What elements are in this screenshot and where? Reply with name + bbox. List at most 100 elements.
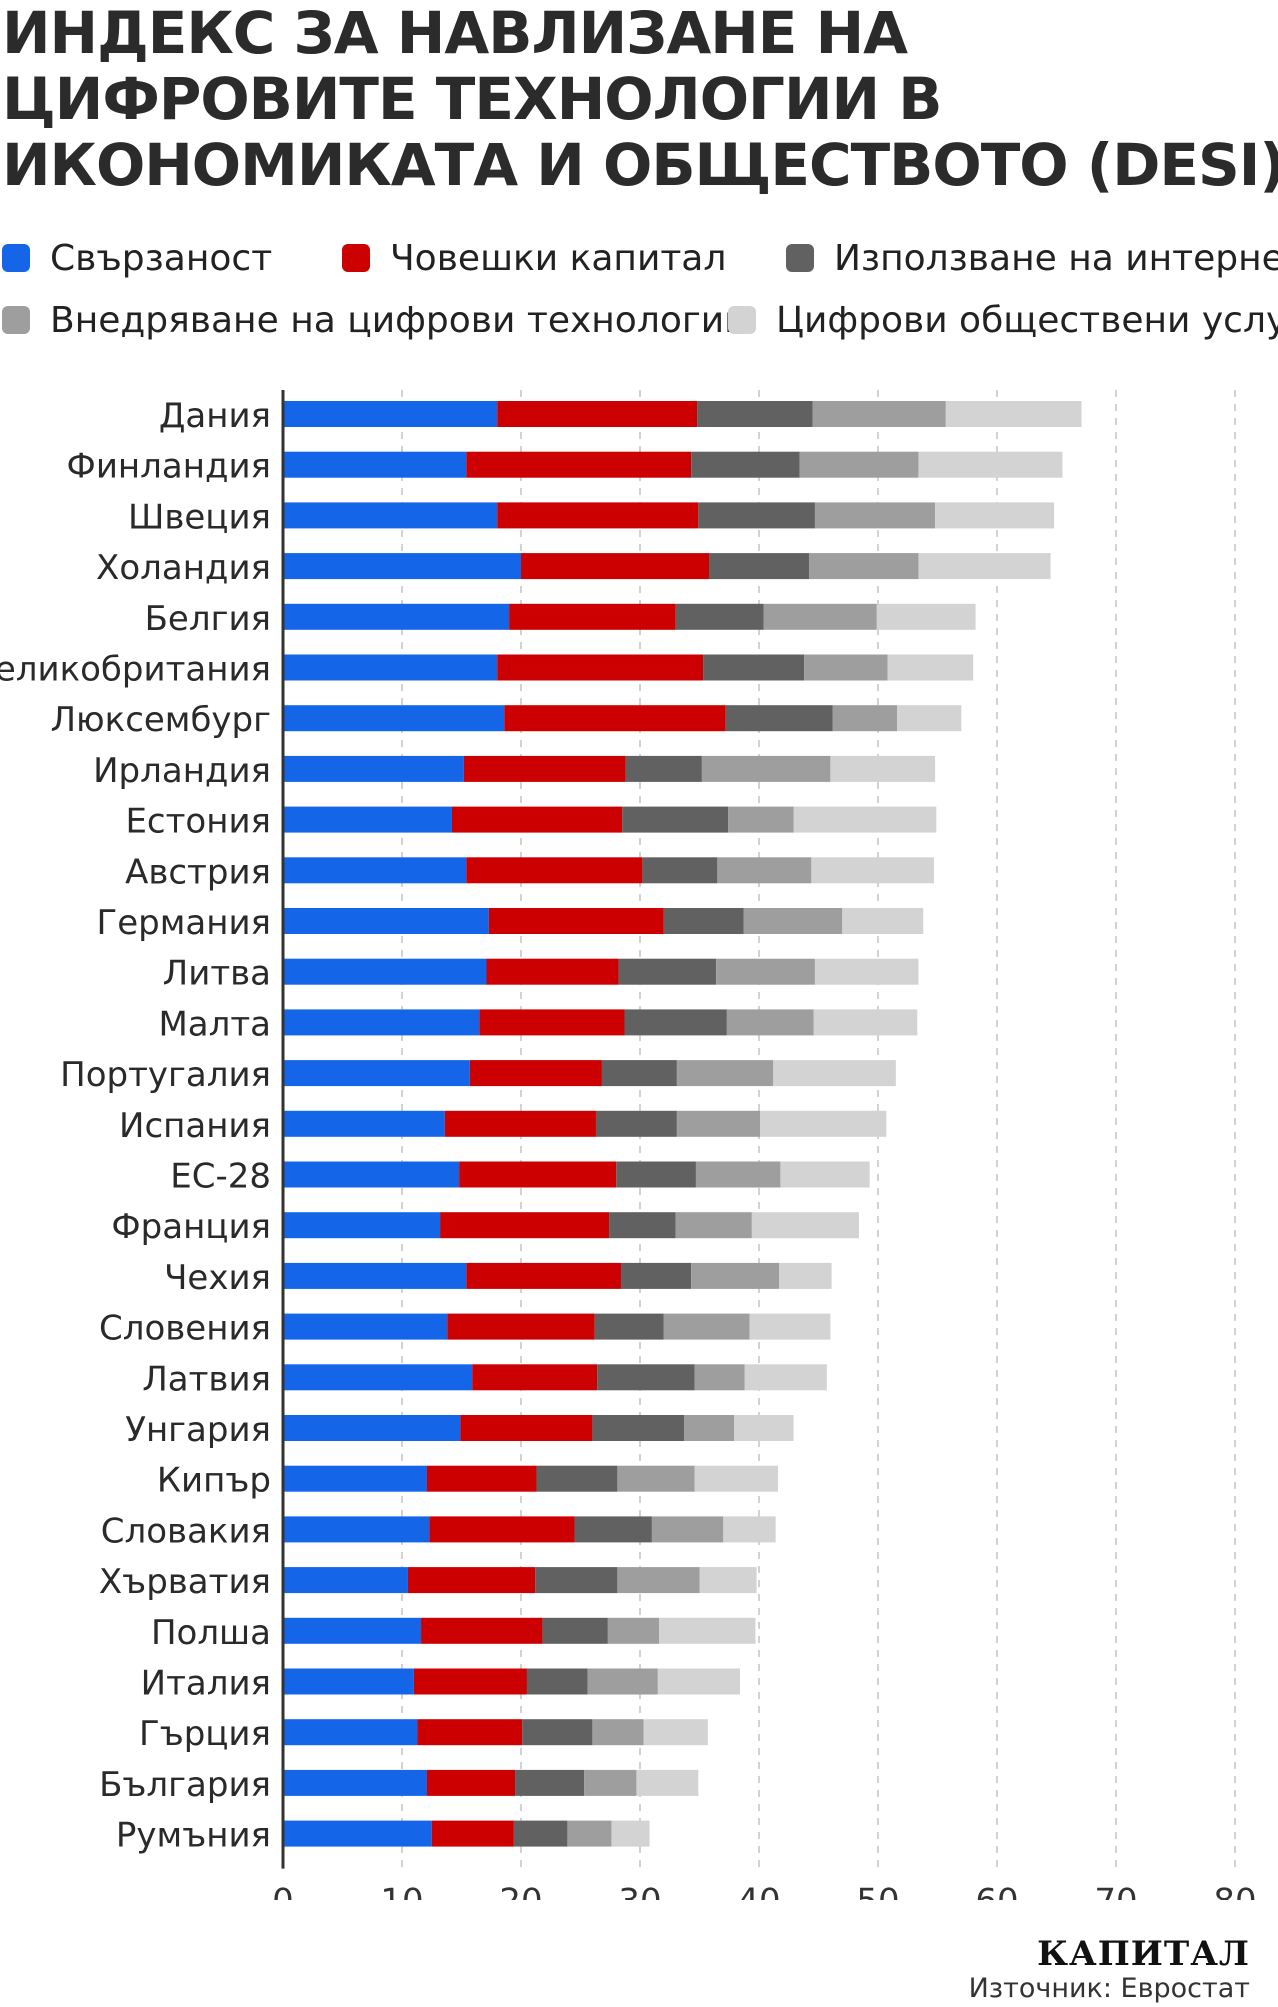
bar-segment — [283, 654, 498, 681]
bar-segment — [283, 1567, 408, 1594]
chart-title-line: ЦИФРОВИТЕ ТЕХНОЛОГИИ В — [2, 65, 942, 133]
category-label: България — [99, 1765, 271, 1805]
bar-segment — [611, 1820, 650, 1847]
bar-segment — [592, 1719, 644, 1746]
bar-segment — [723, 1516, 776, 1543]
bar-segment — [513, 1820, 568, 1847]
category-label: Финландия — [67, 447, 271, 487]
bar-segment — [813, 1009, 918, 1036]
bar-segment — [659, 1617, 756, 1644]
bar-segment — [709, 553, 809, 580]
bar-segment — [642, 857, 718, 884]
bar-segment — [283, 451, 467, 478]
bar-segment — [676, 1060, 774, 1087]
bar-segment — [694, 1364, 745, 1391]
bar-segment — [726, 1009, 814, 1036]
bar-segment — [832, 705, 898, 732]
category-label: Хърватия — [99, 1562, 271, 1602]
bar-segment — [407, 1567, 536, 1594]
bar-segment — [469, 1060, 602, 1087]
category-label: Люксембург — [50, 700, 271, 740]
bar-segment — [799, 451, 919, 478]
bar-segment — [426, 1769, 516, 1796]
bar-segment — [617, 1465, 695, 1492]
bar-segment — [697, 401, 813, 427]
bar-segment — [814, 502, 936, 529]
category-label: ЕС-28 — [170, 1157, 271, 1197]
x-tick-label: 60 — [975, 1882, 1018, 1900]
bar-segment — [431, 1820, 514, 1847]
bar-segment — [283, 1313, 448, 1340]
bar-segment — [509, 603, 676, 630]
bar-segment — [808, 553, 919, 580]
bar-segment — [521, 553, 710, 580]
bar-segment — [283, 502, 498, 529]
category-label: Литва — [163, 954, 271, 994]
bar-segment — [625, 755, 702, 782]
bar-segment — [734, 1415, 794, 1441]
bar-segment — [567, 1820, 612, 1847]
bar-segment — [663, 1313, 750, 1340]
category-label: Белгия — [145, 599, 271, 639]
bar-segment — [716, 958, 815, 985]
chart-legend: Свързаност Човешки капитал Използване на… — [0, 232, 1278, 352]
bar-segment — [812, 401, 946, 427]
legend-label: Внедряване на цифрови технологии — [50, 299, 748, 341]
legend-label: Цифрови обществени услуги — [776, 299, 1278, 341]
bar-segment — [780, 1161, 870, 1188]
desi-chart: Дания Финландия Швеция Холандия Белгия Велико… — [0, 390, 1257, 1900]
bar-segment — [426, 1465, 537, 1492]
bar-segment — [691, 1262, 780, 1289]
category-label: Португалия — [60, 1055, 271, 1095]
bar-segment — [542, 1617, 608, 1644]
bar-segment — [622, 806, 729, 833]
category-label: Латвия — [142, 1359, 271, 1399]
bar-segment — [460, 1415, 593, 1441]
bar-segment — [283, 603, 510, 630]
bar-segment — [283, 1110, 445, 1137]
bar-segment — [283, 1364, 473, 1391]
bar-segment — [488, 908, 664, 934]
bar-segment — [444, 1110, 596, 1137]
bar-segment — [804, 654, 888, 681]
bar-segment — [887, 654, 974, 681]
category-label: Холандия — [96, 548, 271, 588]
bar-segment — [584, 1769, 637, 1796]
bar-segment — [466, 857, 643, 884]
bar-segment — [466, 1262, 621, 1289]
category-label: Полша — [151, 1613, 271, 1653]
bar-segment — [479, 1009, 625, 1036]
bar-segment — [283, 1516, 430, 1543]
bar-segment — [763, 603, 877, 630]
category-label: Словения — [99, 1309, 271, 1349]
bar-segment — [497, 401, 698, 427]
category-label: Малта — [158, 1004, 271, 1044]
bar-segment — [283, 1769, 427, 1796]
category-label: Германия — [97, 903, 272, 943]
bar-segment — [814, 958, 919, 985]
bar-segment — [876, 603, 976, 630]
chart-title: ИНДЕКС ЗА НАВЛИЗАНЕ НА ЦИФРОВИТЕ ТЕХНОЛО… — [2, 0, 1278, 198]
bar-segment — [283, 1415, 461, 1441]
legend-item-public-services: Цифрови обществени услуги — [728, 294, 1278, 346]
x-tick-label: 50 — [856, 1882, 899, 1900]
bar-segment — [283, 553, 521, 580]
bar-segment — [675, 1212, 752, 1239]
bar-segment — [283, 1465, 427, 1492]
bar-segment — [574, 1516, 652, 1543]
bar-segment — [595, 1110, 677, 1137]
bar-segment — [793, 806, 937, 833]
bar-segment — [760, 1110, 887, 1137]
category-label: Австрия — [125, 852, 271, 892]
category-label: Кипър — [157, 1461, 271, 1501]
bar-segment — [945, 401, 1082, 427]
category-label: Италия — [141, 1664, 271, 1704]
legend-item-connectivity: Свързаност — [2, 232, 272, 284]
bar-segment — [636, 1769, 699, 1796]
bar-segment — [643, 1719, 708, 1746]
bar-segment — [283, 401, 498, 427]
bar-segment — [779, 1262, 832, 1289]
bar-segment — [743, 908, 843, 934]
bar-segment — [283, 958, 487, 985]
bar-segment — [451, 806, 623, 833]
